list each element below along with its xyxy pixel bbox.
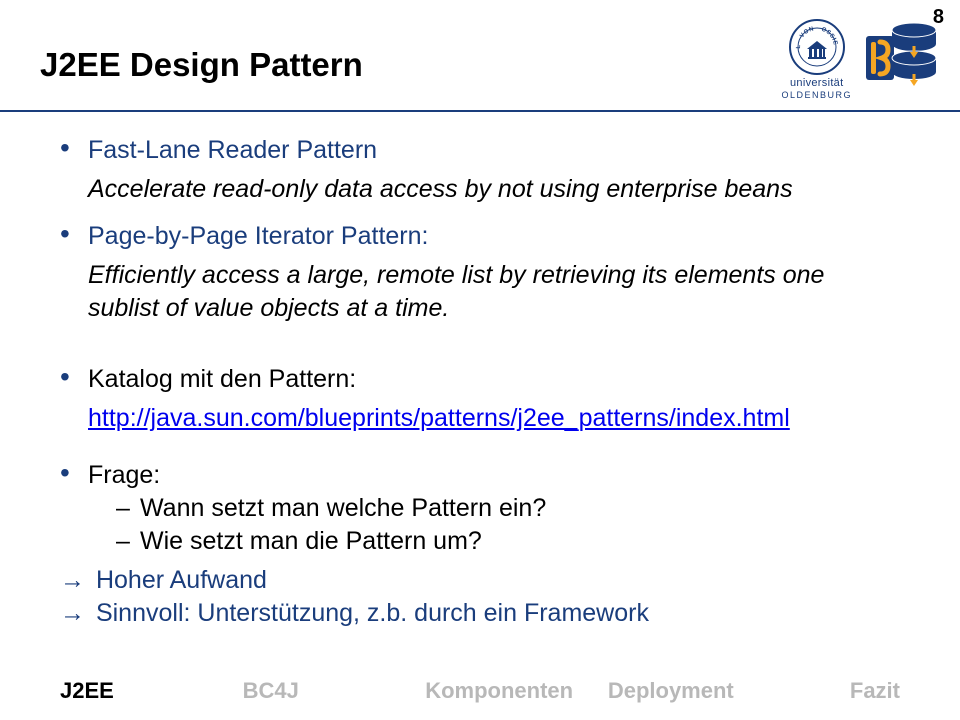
footer-tab-j2ee[interactable]: J2EE — [60, 678, 243, 704]
catalog-list: Katalog mit den Pattern: — [60, 363, 900, 396]
is-logo-icon — [860, 18, 940, 90]
content-area: Fast-Lane Reader Pattern Accelerate read… — [0, 112, 960, 630]
bullet-catalog: Katalog mit den Pattern: — [60, 363, 900, 396]
conclusion-text-1: Sinnvoll: Unterstützung, z.b. durch ein … — [96, 599, 649, 627]
arrow-icon: → — [60, 566, 85, 594]
bullet-heading: Page-by-Page Iterator Pattern: — [88, 222, 428, 250]
university-seal-icon: CARL · VON · OSSIETZKY — [788, 18, 846, 76]
question-item-0: Wann setzt man welche Pattern ein? — [116, 492, 900, 525]
footer-nav: J2EE BC4J Komponenten Deployment Fazit — [0, 678, 960, 704]
question-list: Frage: Wann setzt man welche Pattern ein… — [60, 459, 900, 558]
question-label: Frage: — [88, 461, 160, 489]
question-sub-list: Wann setzt man welche Pattern ein? Wie s… — [116, 492, 900, 558]
header: J2EE Design Pattern CARL · VON · OSSIETZ… — [0, 18, 960, 100]
footer-tab-komponenten[interactable]: Komponenten — [425, 678, 608, 704]
bullet-page-by-page: Page-by-Page Iterator Pattern: — [60, 220, 900, 253]
conclusion-1: → Sinnvoll: Unterstützung, z.b. durch ei… — [60, 597, 900, 630]
bullet-question: Frage: Wann setzt man welche Pattern ein… — [60, 459, 900, 558]
bullet-heading: Fast-Lane Reader Pattern — [88, 136, 377, 164]
arrow-icon: → — [60, 599, 85, 627]
bullet-desc-1: Efficiently access a large, remote list … — [88, 259, 900, 325]
question-item-1: Wie setzt man die Pattern um? — [116, 525, 900, 558]
conclusion-text-0: Hoher Aufwand — [96, 566, 267, 594]
pattern-list: Fast-Lane Reader Pattern — [60, 134, 900, 167]
catalog-label: Katalog mit den Pattern: — [88, 365, 356, 393]
university-name-1: universität — [790, 78, 843, 89]
university-logo: CARL · VON · OSSIETZKY universität OLDEN… — [781, 18, 852, 100]
slide: 8 J2EE Design Pattern CARL · VON · OSSIE… — [0, 0, 960, 720]
page-number: 8 — [933, 6, 944, 29]
university-name-2: OLDENBURG — [781, 91, 852, 100]
bullet-desc-0: Accelerate read-only data access by not … — [88, 173, 900, 206]
footer-tab-fazit[interactable]: Fazit — [790, 678, 900, 704]
conclusion-0: → Hoher Aufwand — [60, 564, 900, 597]
bullet-fast-lane: Fast-Lane Reader Pattern — [60, 134, 900, 167]
logo-area: CARL · VON · OSSIETZKY universität OLDEN… — [781, 18, 940, 100]
catalog-link[interactable]: http://java.sun.com/blueprints/patterns/… — [88, 402, 790, 435]
pattern-list-2: Page-by-Page Iterator Pattern: — [60, 220, 900, 253]
footer-tab-bc4j[interactable]: BC4J — [243, 678, 426, 704]
footer-tab-deployment[interactable]: Deployment — [608, 678, 791, 704]
slide-title: J2EE Design Pattern — [40, 46, 781, 84]
